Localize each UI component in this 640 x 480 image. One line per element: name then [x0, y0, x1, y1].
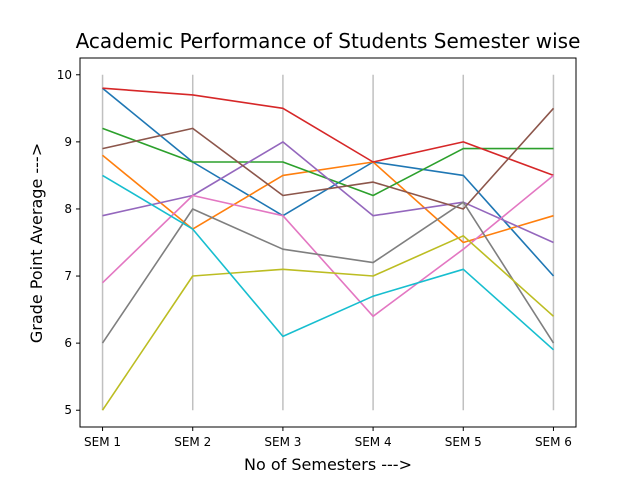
series-line-4 — [102, 87, 554, 177]
series-line-9 — [101, 235, 555, 411]
x-tick-label: SEM 3 — [264, 435, 301, 449]
x-axis-label: No of Semesters ---> — [244, 455, 412, 474]
x-axis-ticks: SEM 1 SEM 2 SEM 3 SEM 4 SEM 5 SEM 6 — [84, 427, 572, 449]
series-line-8 — [101, 201, 555, 344]
y-axis-ticks: 5 6 7 8 9 10 — [57, 68, 80, 417]
y-tick-label: 6 — [64, 336, 72, 350]
series-line-1 — [101, 87, 555, 277]
y-tick-label: 9 — [64, 135, 72, 149]
series-line-6 — [102, 107, 555, 210]
plot-area-frame — [79, 57, 577, 428]
series-line-3 — [102, 127, 554, 197]
x-tick-label: SEM 4 — [355, 435, 392, 449]
y-axis-label: Grade Point Average ---> — [27, 143, 46, 343]
series-lines — [101, 87, 555, 411]
y-tick-label: 7 — [64, 269, 72, 283]
x-tick-label: SEM 6 — [535, 435, 572, 449]
series-line-7 — [101, 174, 555, 318]
y-tick-label: 10 — [57, 68, 72, 82]
x-tick-label: SEM 5 — [445, 435, 482, 449]
y-tick-label: 5 — [64, 403, 72, 417]
series-line-5 — [102, 141, 554, 244]
x-tick-label: SEM 1 — [84, 435, 121, 449]
y-tick-label: 8 — [64, 202, 72, 216]
x-tick-label: SEM 2 — [174, 435, 211, 449]
chart-title: Academic Performance of Students Semeste… — [76, 29, 581, 53]
series-line-10 — [102, 174, 555, 351]
series-line-2 — [101, 154, 554, 244]
